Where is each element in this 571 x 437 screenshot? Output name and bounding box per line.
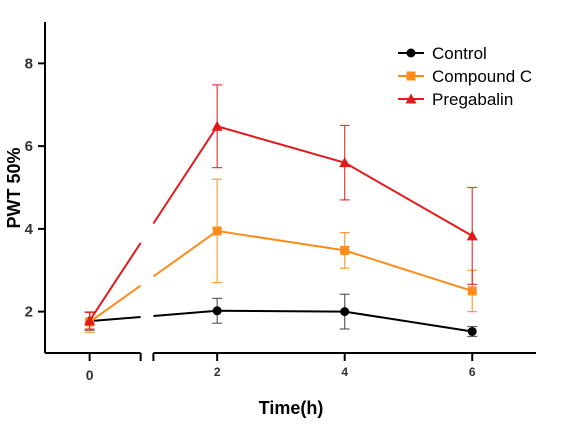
series-pregabalin bbox=[84, 84, 478, 330]
series-line bbox=[89, 316, 141, 323]
legend-item: Pregabalin bbox=[398, 90, 513, 109]
x-axis-label: Time(h) bbox=[259, 398, 324, 418]
marker-triangle bbox=[405, 93, 417, 104]
series-line bbox=[153, 309, 218, 317]
y-tick-label: 2 bbox=[25, 304, 33, 321]
series-line bbox=[217, 229, 345, 252]
legend-label: Pregabalin bbox=[432, 90, 513, 109]
y-tick-label: 8 bbox=[25, 55, 33, 72]
marker-circle bbox=[406, 48, 416, 58]
marker-circle bbox=[467, 326, 477, 336]
axes: 2 4 6 8 0 2 4 6 bbox=[25, 22, 536, 383]
x-tick-label: 2 bbox=[214, 365, 221, 379]
series-line bbox=[89, 284, 142, 323]
series-line bbox=[216, 125, 345, 164]
series-control bbox=[84, 293, 478, 338]
marker-square bbox=[406, 71, 416, 81]
legend-item: Control bbox=[398, 44, 487, 63]
series-line bbox=[88, 242, 142, 322]
x-tick-label: 6 bbox=[469, 365, 476, 379]
marker-triangle bbox=[84, 315, 96, 326]
series-compound-c bbox=[84, 178, 478, 333]
marker-circle bbox=[340, 307, 350, 317]
marker-square bbox=[212, 226, 222, 236]
series-line bbox=[344, 161, 473, 237]
marker-triangle bbox=[339, 157, 351, 168]
series-line bbox=[217, 309, 345, 313]
x-tick-label: 4 bbox=[341, 365, 348, 379]
y-axis-label: PWT 50% bbox=[4, 147, 24, 228]
marker-square bbox=[467, 286, 477, 296]
legend-item: Compound C bbox=[398, 67, 532, 86]
marker-square bbox=[340, 245, 350, 255]
marker-triangle bbox=[211, 120, 223, 131]
y-tick-label: 4 bbox=[25, 221, 34, 238]
series-line bbox=[152, 125, 219, 225]
x-tick-label: 0 bbox=[86, 367, 94, 383]
legend-label: Compound C bbox=[432, 67, 532, 86]
y-tick-label: 6 bbox=[25, 138, 33, 155]
series-line bbox=[152, 230, 218, 278]
legend-label: Control bbox=[432, 44, 487, 63]
legend: Control Compound C Pregabalin bbox=[398, 44, 532, 109]
marker-triangle bbox=[466, 230, 478, 241]
series-line bbox=[344, 249, 473, 292]
series-line bbox=[344, 310, 473, 333]
marker-circle bbox=[212, 306, 222, 316]
series-layer bbox=[84, 84, 478, 338]
